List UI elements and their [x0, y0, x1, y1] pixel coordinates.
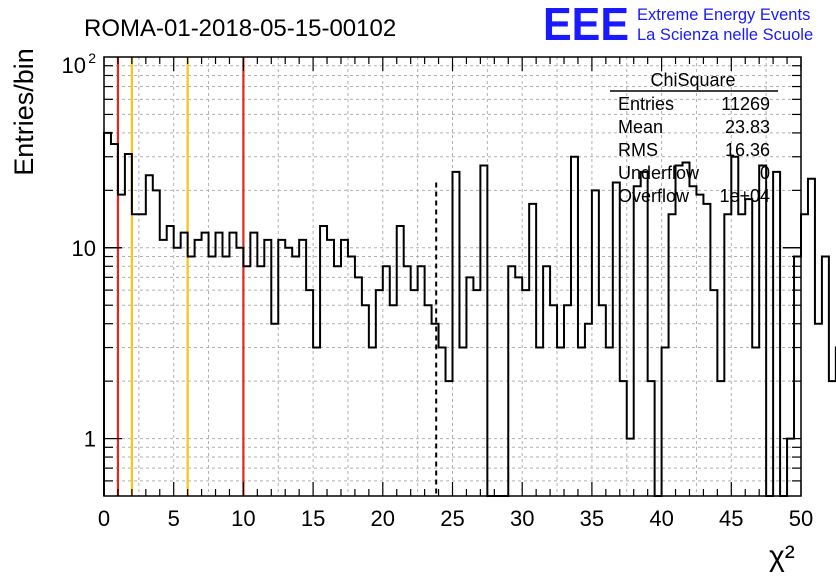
stats-row-label: Underflow: [618, 163, 700, 183]
x-tick-label: 0: [98, 506, 110, 531]
stats-row-label: Mean: [618, 117, 663, 137]
stats-title: ChiSquare: [650, 70, 735, 90]
stats-row-value: 16.36: [725, 140, 770, 160]
stats-row-value: 23.83: [725, 117, 770, 137]
y-tick-label: 10: [62, 53, 86, 78]
stats-row-label: RMS: [618, 140, 658, 160]
stats-row-label: Entries: [618, 94, 674, 114]
vertical-markers: [116, 57, 438, 496]
x-tick-label: 5: [168, 506, 180, 531]
stats-rows: Entries 11269 Mean 23.83 RMS 16.36 Underflow 0 O…: [618, 94, 770, 206]
stats-row-value: 11269: [721, 94, 770, 114]
x-tick-label: 40: [649, 506, 673, 531]
x-ticks: 0 5 10 15 20 25 30 35 40 45 50: [98, 57, 813, 531]
stats-row-value: 0: [760, 163, 770, 183]
eee-logo: EEE: [543, 0, 629, 50]
x-tick-label: 15: [301, 506, 325, 531]
y-tick-label-exponent: 2: [88, 50, 96, 66]
logo-line-1: Extreme Energy Events: [637, 6, 810, 24]
x-tick-label: 30: [510, 506, 534, 531]
chart-title: ROMA-01-2018-05-15-00102: [84, 15, 396, 42]
logo-line-2: La Scienza nelle Scuole: [637, 26, 813, 44]
stats-row-value: 1e+04: [719, 186, 770, 206]
stats-row-label: Overflow: [618, 186, 690, 206]
x-tick-label: 20: [371, 506, 395, 531]
y-axis-label: Entries/bin: [9, 48, 39, 176]
y-tick-label: 10: [72, 236, 96, 261]
x-tick-label: 25: [440, 506, 464, 531]
x-tick-label: 50: [789, 506, 813, 531]
x-tick-label: 35: [580, 506, 604, 531]
x-tick-label: 45: [719, 506, 743, 531]
histogram-line: [103, 131, 836, 497]
stats-box: ChiSquare Entries 11269 Mean 23.83 RMS 16.36 U…: [610, 70, 778, 206]
x-tick-label: 10: [231, 506, 255, 531]
x-axis-label: χ²: [769, 540, 795, 572]
y-tick-label: 1: [84, 427, 96, 452]
